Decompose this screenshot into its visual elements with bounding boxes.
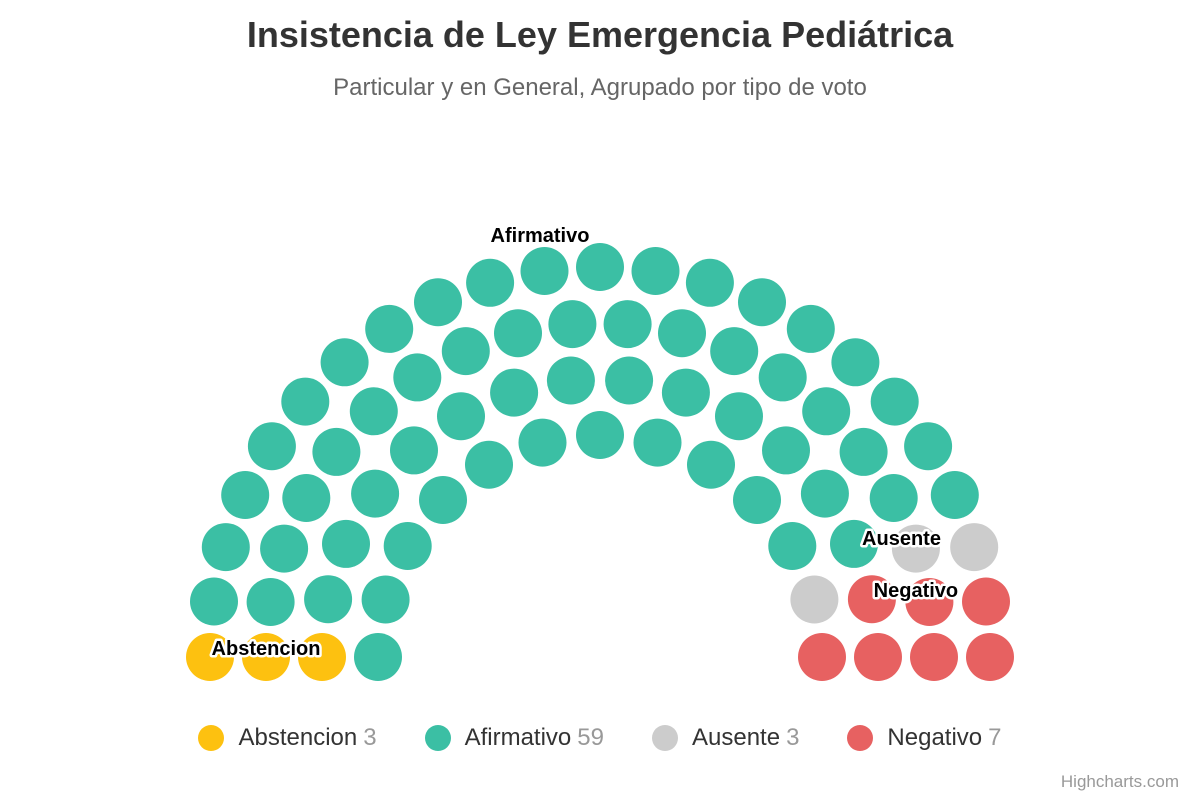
legend-marker-afirmativo [424,725,451,751]
seat-afirmativo[interactable] [603,300,652,349]
data-label-afirmativo: Afirmativo [491,225,590,247]
chart-title: Insistencia de Ley Emergencia Pediátrica [246,14,954,55]
seat-afirmativo[interactable] [419,476,467,524]
seat-negativo[interactable] [854,633,902,681]
legend-label-abstencion: Abstencion [238,724,358,751]
seat-afirmativo[interactable] [762,426,810,475]
seat-afirmativo[interactable] [830,519,878,568]
seat-afirmativo[interactable] [304,575,353,624]
seat-afirmativo[interactable] [661,368,710,417]
legend: Abstencion 3 Afirmativo 59 Ausente 3 Negati… [0,724,1200,752]
seat-afirmativo[interactable] [518,418,567,467]
seat-afirmativo[interactable] [349,387,398,436]
seat-afirmativo[interactable] [758,353,807,402]
seat-afirmativo[interactable] [768,522,817,570]
legend-count-afirmativo: 59 [577,724,604,751]
seat-negativo[interactable] [910,633,958,681]
seat-ausente[interactable] [790,575,839,624]
seat-ausente[interactable] [891,524,940,573]
seat-negativo[interactable] [962,577,1010,626]
seat-afirmativo[interactable] [576,243,624,291]
seat-afirmativo[interactable] [465,440,513,489]
legend-label-negativo: Negativo [887,724,983,751]
seat-afirmativo[interactable] [831,338,880,387]
seat-afirmativo[interactable] [548,300,597,349]
seat-afirmativo[interactable] [685,258,734,307]
seat-afirmativo[interactable] [733,476,781,524]
seat-afirmativo[interactable] [786,304,835,353]
seat-afirmativo[interactable] [869,474,918,522]
legend-item-negativo[interactable]: Negativo 7 [847,724,1002,752]
seat-afirmativo[interactable] [322,519,370,568]
seat-afirmativo[interactable] [605,356,654,405]
seat-negativo[interactable] [798,633,846,681]
seat-afirmativo[interactable] [904,422,953,471]
seat-afirmativo[interactable] [282,474,331,522]
seat-afirmativo[interactable] [354,633,402,681]
seat-afirmativo[interactable] [546,356,595,405]
seat-afirmativo[interactable] [437,392,485,441]
legend-marker-abstencion [198,725,225,751]
legend-count-ausente: 3 [786,724,800,751]
seat-afirmativo[interactable] [365,304,414,353]
seat-afirmativo[interactable] [312,427,361,476]
seat-afirmativo[interactable] [490,368,539,417]
seat-afirmativo[interactable] [414,278,462,327]
seat-afirmativo[interactable] [221,471,270,519]
seat-afirmativo[interactable] [633,418,682,467]
seat-afirmativo[interactable] [930,471,979,519]
legend-item-abstencion[interactable]: Abstencion 3 [198,724,377,752]
seat-afirmativo[interactable] [361,575,410,624]
legend-marker-ausente [651,725,678,751]
seat-afirmativo[interactable] [494,309,542,358]
seat-abstencion[interactable] [298,633,346,681]
seat-negativo[interactable] [966,633,1014,681]
seat-afirmativo[interactable] [576,411,624,459]
seat-afirmativo[interactable] [715,392,763,441]
seat-afirmativo[interactable] [802,387,851,436]
seat-afirmativo[interactable] [390,426,438,475]
seat-afirmativo[interactable] [190,577,238,626]
chart-subtitle: Particular y en General, Agrupado por ti… [333,74,867,101]
legend-count-abstencion: 3 [363,724,377,751]
seat-afirmativo[interactable] [687,440,735,489]
legend-label-ausente: Ausente [691,724,781,751]
seat-afirmativo[interactable] [466,258,515,307]
seat-afirmativo[interactable] [281,377,330,426]
legend-count-negativo: 7 [988,724,1002,751]
seat-afirmativo[interactable] [247,422,296,471]
legend-marker-negativo [847,725,874,751]
seat-afirmativo[interactable] [520,247,569,295]
seat-afirmativo[interactable] [800,469,849,518]
data-label-negativo: Negativo [874,580,958,602]
seat-afirmativo[interactable] [710,327,759,376]
seat-afirmativo[interactable] [738,278,786,327]
seat-afirmativo[interactable] [393,353,442,402]
seat-afirmativo[interactable] [658,309,706,358]
seat-afirmativo[interactable] [201,523,250,572]
seat-negativo[interactable] [847,575,896,624]
seat-afirmativo[interactable] [870,377,919,426]
seat-afirmativo[interactable] [441,327,490,376]
data-label-ausente: Ausente [862,528,941,550]
seat-afirmativo[interactable] [246,578,295,626]
seat-abstencion[interactable] [242,633,290,681]
legend-item-afirmativo[interactable]: Afirmativo 59 [424,724,604,752]
seat-abstencion[interactable] [186,633,234,681]
seat-afirmativo[interactable] [260,524,309,573]
credits-link[interactable]: Highcharts.com [1060,772,1179,791]
data-label-abstencion: Abstencion [212,638,321,660]
seat-afirmativo[interactable] [383,522,432,570]
legend-label-afirmativo: Afirmativo [464,724,572,751]
seat-afirmativo[interactable] [839,427,888,476]
legend-item-ausente[interactable]: Ausente 3 [651,724,800,752]
seat-negativo[interactable] [905,578,954,626]
seat-afirmativo[interactable] [631,247,680,295]
seat-ausente[interactable] [950,523,999,572]
seat-afirmativo[interactable] [320,338,369,387]
seat-afirmativo[interactable] [351,469,400,518]
